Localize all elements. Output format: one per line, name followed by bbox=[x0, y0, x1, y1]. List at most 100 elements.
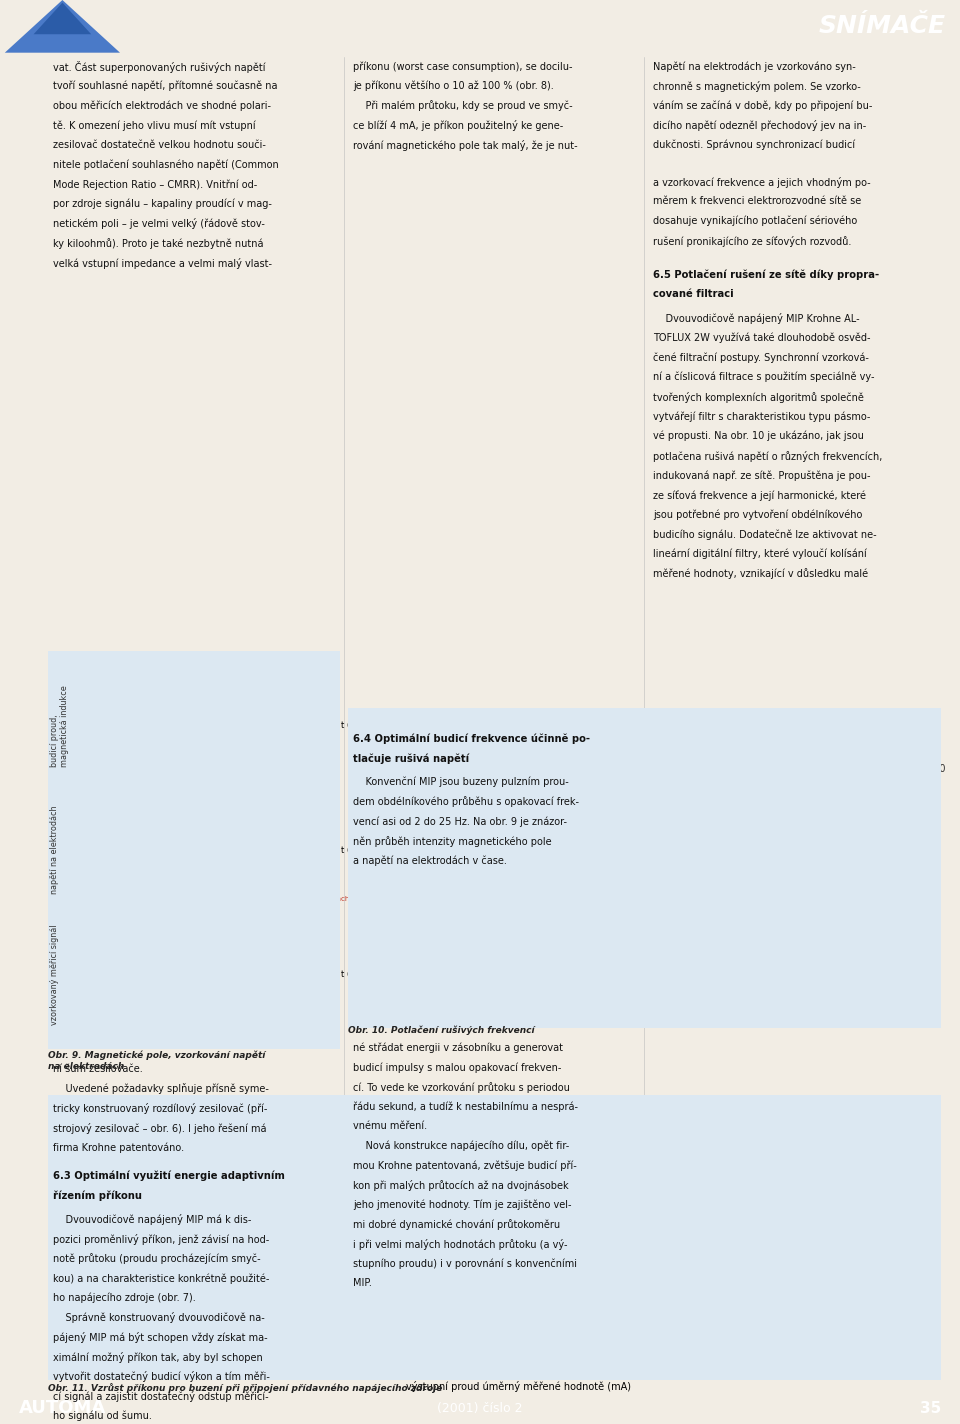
Text: cované filtraci: cované filtraci bbox=[653, 289, 733, 299]
Text: Konvenční MIP jsou buzeny pulzním prou-: Konvenční MIP jsou buzeny pulzním prou- bbox=[353, 778, 568, 787]
Text: Správně konstruovaný dvouvodičově na-: Správně konstruovaný dvouvodičově na- bbox=[53, 1313, 265, 1323]
Text: vzrůst příkonu
díky přídavnému napájení: vzrůst příkonu díky přídavnému napájení bbox=[522, 1189, 652, 1212]
Text: potlačena rušivá napětí o různých frekvencích,: potlačena rušivá napětí o různých frekve… bbox=[653, 450, 882, 461]
IFC 040: připojení čtyřmi vodiči: (14.7, 600): připojení čtyřmi vodiči: (14.7, 600) bbox=[592, 1112, 604, 1129]
Text: příkonu (worst case consumption), se docilu-: příkonu (worst case consumption), se doc… bbox=[353, 61, 572, 71]
Text: dosahuje vynikajícího potlačení sériového: dosahuje vynikajícího potlačení sériovéh… bbox=[653, 216, 857, 226]
Text: ce blíží 4 mA, je příkon použitelný ke gene-: ce blíží 4 mA, je příkon použitelný ke g… bbox=[353, 120, 564, 131]
Text: budicí impulsy s malou opakovací frekven-: budicí impulsy s malou opakovací frekven… bbox=[353, 1062, 562, 1072]
Text: budicího signálu. Dodatečně lze aktivovat ne-: budicího signálu. Dodatečně lze aktivova… bbox=[653, 530, 876, 540]
Text: tvoří souhlasné napětí, přítomné současně na: tvoří souhlasné napětí, přítomné současn… bbox=[53, 81, 277, 91]
Text: Napětí na elektrodách je vzorkováno syn-: Napětí na elektrodách je vzorkováno syn- bbox=[653, 61, 856, 71]
Text: t (ms): t (ms) bbox=[341, 970, 366, 978]
Text: mou Krohne patentovaná, zvětšuje budicí pří-: mou Krohne patentovaná, zvětšuje budicí … bbox=[353, 1161, 577, 1171]
Text: lineární digitální filtry, které vyloučí kolísání: lineární digitální filtry, které vyloučí… bbox=[653, 548, 867, 560]
Text: firma Krohne patentováno.: firma Krohne patentováno. bbox=[53, 1142, 184, 1153]
Text: MIP.: MIP. bbox=[353, 1279, 372, 1289]
Polygon shape bbox=[34, 3, 91, 34]
Text: a napětí na elektrodách v čase.: a napětí na elektrodách v čase. bbox=[353, 856, 507, 866]
Text: frekvence rušení/frekvence sítě: frekvence rušení/frekvence sítě bbox=[785, 759, 936, 769]
Text: váním se začíná v době, kdy po připojení bu-: váním se začíná v době, kdy po připojení… bbox=[653, 101, 873, 111]
IFC 040: připojení čtyřmi vodiči: (17.6, 600): připojení čtyřmi vodiči: (17.6, 600) bbox=[723, 1112, 734, 1129]
Text: ní a číslicová filtrace s použitím speciálně vy-: ní a číslicová filtrace s použitím speci… bbox=[653, 372, 875, 383]
Text: chronně s magnetickým polem. Se vzorko-: chronně s magnetickým polem. Se vzorko- bbox=[653, 81, 861, 93]
Text: měrem k frekvenci elektrorozvodné sítě se: měrem k frekvenci elektrorozvodné sítě s… bbox=[653, 197, 861, 206]
Text: vé propusti. Na obr. 10 je ukázáno, jak jsou: vé propusti. Na obr. 10 je ukázáno, jak … bbox=[653, 431, 864, 441]
Text: napětí
na elektrodách: napětí na elektrodách bbox=[298, 889, 349, 901]
adaptivní řízení příkonu bbox=[312, 1324, 324, 1341]
Text: ximální možný příkon tak, aby byl schopen: ximální možný příkon tak, aby byl schope… bbox=[53, 1351, 262, 1363]
Text: měřené hodnoty, vznikající v důsledku malé: měřené hodnoty, vznikající v důsledku ma… bbox=[653, 568, 868, 580]
Text: mi dobré dynamické chování průtokoměru: mi dobré dynamické chování průtokoměru bbox=[353, 1219, 560, 1230]
Text: obou měřicích elektrodách ve shodné polari-: obou měřicích elektrodách ve shodné pola… bbox=[53, 101, 271, 111]
Text: U = –k·B·D·v: U = –k·B·D·v bbox=[256, 1012, 307, 1021]
Text: t (ms): t (ms) bbox=[341, 722, 366, 731]
Text: t (ms): t (ms) bbox=[341, 846, 366, 854]
Text: vencí asi od 2 do 25 Hz. Na obr. 9 je znázor-: vencí asi od 2 do 25 Hz. Na obr. 9 je zn… bbox=[353, 816, 567, 827]
Text: Při malém průtoku, kdy se proud ve smyč-: Při malém průtoku, kdy se proud ve smyč- bbox=[353, 101, 572, 111]
Text: Obr. 9. Magnetické pole, vzorkování napětí
na elektrodách: Obr. 9. Magnetické pole, vzorkování napě… bbox=[48, 1051, 265, 1071]
Text: TOFLUX 2W využívá také dlouhodobě osvěd-: TOFLUX 2W využívá také dlouhodobě osvěd- bbox=[653, 333, 871, 343]
Text: něn průběh intenzity magnetického pole: něn průběh intenzity magnetického pole bbox=[353, 836, 552, 847]
Text: netickém poli – je velmi velký (řádově stov-: netickém poli – je velmi velký (řádově s… bbox=[53, 218, 265, 229]
Text: a vzorkovací frekvence a jejich vhodným po-: a vzorkovací frekvence a jejich vhodným … bbox=[653, 177, 871, 188]
adaptivní řízení příkonu bbox=[888, 1112, 900, 1129]
IFC 040: připojení čtyřmi vodiči: (22, 600): připojení čtyřmi vodiči: (22, 600) bbox=[925, 1112, 937, 1129]
Text: strojový zesilovač – obr. 6). I jeho řešení má: strojový zesilovač – obr. 6). I jeho řeš… bbox=[53, 1122, 266, 1134]
Text: Mode Rejection Ratio – CMRR). Vnitřní od-: Mode Rejection Ratio – CMRR). Vnitřní od… bbox=[53, 179, 257, 189]
Text: je příkonu většího o 10 až 100 % (obr. 8).: je příkonu většího o 10 až 100 % (obr. 8… bbox=[353, 81, 554, 91]
Text: 6.4 Optimální budicí frekvence účinně po-: 6.4 Optimální budicí frekvence účinně po… bbox=[353, 733, 590, 743]
Text: stupního proudu) i v porovnání s konvenčními: stupního proudu) i v porovnání s konvenč… bbox=[353, 1259, 577, 1269]
Text: kon při malých průtocích až na dvojnásobek: kon při malých průtocích až na dvojnásob… bbox=[353, 1180, 568, 1190]
Text: vat. Část superponovaných rušivých napětí: vat. Část superponovaných rušivých napět… bbox=[53, 61, 265, 73]
Text: vzorkovaný měřicí signál: vzorkovaný měřicí signál bbox=[50, 924, 59, 1025]
Text: Obr. 11. Vzrůst příkonu pro buzení při připojení přídavného napájecího zdroje: Obr. 11. Vzrůst příkonu pro buzení při p… bbox=[48, 1383, 443, 1393]
Text: dukčnosti. Správnou synchronizací budicí: dukčnosti. Správnou synchronizací budicí bbox=[653, 140, 855, 151]
Text: (2001) číslo 2: (2001) číslo 2 bbox=[437, 1401, 523, 1415]
Text: ze síťová frekvence a její harmonické, které: ze síťová frekvence a její harmonické, k… bbox=[653, 490, 866, 501]
IFC 040: připojení čtyřmi vodiči: (14.6, 591): připojení čtyřmi vodiči: (14.6, 591) bbox=[587, 1116, 598, 1134]
Text: Dvouvodičově napájený MIP Krohne AL-: Dvouvodičově napájený MIP Krohne AL- bbox=[653, 313, 860, 325]
Text: 1,0: 1,0 bbox=[660, 765, 676, 775]
Text: tvořených komplexních algoritmů společně: tvořených komplexních algoritmů společně bbox=[653, 392, 864, 403]
Text: 6.5 Potlačení rušení ze sítě díky propra-: 6.5 Potlačení rušení ze sítě díky propra… bbox=[653, 269, 879, 281]
Text: čené filtrační postupy. Synchronní vzorková-: čené filtrační postupy. Synchronní vzork… bbox=[653, 352, 869, 363]
Text: řízením příkonu: řízením příkonu bbox=[53, 1190, 142, 1200]
Text: jsou potřebné pro vytvoření obdélníkového: jsou potřebné pro vytvoření obdélníkovéh… bbox=[653, 510, 862, 520]
adaptivní řízení příkonu bbox=[246, 1337, 257, 1354]
Text: 6.3 Optimální využití energie adaptivním: 6.3 Optimální využití energie adaptivním bbox=[53, 1171, 285, 1180]
Text: AUTOMA: AUTOMA bbox=[19, 1400, 107, 1417]
Text: ho napájecího zdroje (obr. 7).: ho napájecího zdroje (obr. 7). bbox=[53, 1293, 196, 1303]
adaptivní řízení příkonu bbox=[722, 1189, 733, 1206]
Text: notě průtoku (proudu procházejícím smyč-: notě průtoku (proudu procházejícím smyč- bbox=[53, 1253, 260, 1265]
IFC 040: připojení čtyřmi vodiči: (16.1, 600): připojení čtyřmi vodiči: (16.1, 600) bbox=[653, 1112, 664, 1129]
adaptivní řízení příkonu bbox=[100, 1351, 111, 1368]
X-axis label: výstupní proud úměrný měřené hodnotě (mA): výstupní proud úměrný měřené hodnotě (mA… bbox=[406, 1381, 631, 1393]
Line: adaptivní řízení příkonu: adaptivní řízení příkonu bbox=[106, 1121, 931, 1360]
Text: cí signál a zajistit dostatečný odstup měřicí-: cí signál a zajistit dostatečný odstup m… bbox=[53, 1391, 269, 1403]
Text: U = k·B·D·v: U = k·B·D·v bbox=[256, 930, 302, 940]
Text: Uvedené požadavky splňuje přísně syme-: Uvedené požadavky splňuje přísně syme- bbox=[53, 1084, 269, 1095]
Text: ho signálu od šumu.: ho signálu od šumu. bbox=[53, 1411, 152, 1421]
Text: 10,0: 10,0 bbox=[925, 765, 947, 775]
Text: řádu sekund, a tudíž k nestabilnímu a nesprá-: řádu sekund, a tudíž k nestabilnímu a ne… bbox=[353, 1101, 578, 1112]
Text: Nová konstrukce napájecího dílu, opět fir-: Nová konstrukce napájecího dílu, opět fi… bbox=[353, 1141, 569, 1151]
IFC 040: připojení čtyřmi vodiči: (12.1, 382): připojení čtyřmi vodiči: (12.1, 382) bbox=[473, 1199, 485, 1216]
Text: jeho jmenovité hodnoty. Tím je zajištěno vel-: jeho jmenovité hodnoty. Tím je zajištěno… bbox=[353, 1199, 571, 1210]
Text: tě. K omezení jeho vlivu musí mít vstupní: tě. K omezení jeho vlivu musí mít vstupn… bbox=[53, 120, 255, 131]
Text: ní šum zesilovače.: ní šum zesilovače. bbox=[53, 1064, 142, 1074]
Text: pozici proměnlivý příkon, jenž závisí na hod-: pozici proměnlivý příkon, jenž závisí na… bbox=[53, 1233, 269, 1245]
Text: por zdroje signálu – kapaliny proudící v mag-: por zdroje signálu – kapaliny proudící v… bbox=[53, 199, 272, 209]
Legend: IFC 040: připojení čtyřmi vodiči, adaptivní řízení příkonu: IFC 040: připojení čtyřmi vodiči, adapti… bbox=[110, 1125, 297, 1156]
Text: cí. To vede ke vzorkování průtoku s periodou: cí. To vede ke vzorkování průtoku s peri… bbox=[353, 1082, 570, 1092]
Text: vytvořit dostatečný budicí výkon a tím měři-: vytvořit dostatečný budicí výkon a tím m… bbox=[53, 1371, 270, 1383]
IFC 040: připojení čtyřmi vodiči: (7.19, 81.2): připojení čtyřmi vodiči: (7.19, 81.2) bbox=[246, 1319, 257, 1336]
Text: indukovaná např. ze sítě. Propuštěna je pou-: indukovaná např. ze sítě. Propuštěna je … bbox=[653, 470, 871, 481]
adaptivní řízení příkonu bbox=[651, 1219, 662, 1236]
IFC 040: připojení čtyřmi vodiči: (8.63, 150): připojení čtyřmi vodiči: (8.63, 150) bbox=[312, 1292, 324, 1309]
Text: budicí proud,
magnetická indukce: budicí proud, magnetická indukce bbox=[50, 685, 69, 766]
Text: tlačuje rušivá napětí: tlačuje rušivá napětí bbox=[353, 753, 469, 763]
Text: i při velmi malých hodnotách průtoku (a vý-: i při velmi malých hodnotách průtoku (a … bbox=[353, 1239, 567, 1250]
Polygon shape bbox=[5, 0, 120, 53]
Line: IFC 040: připojení čtyřmi vodiči: IFC 040: připojení čtyřmi vodiči bbox=[106, 1121, 931, 1360]
